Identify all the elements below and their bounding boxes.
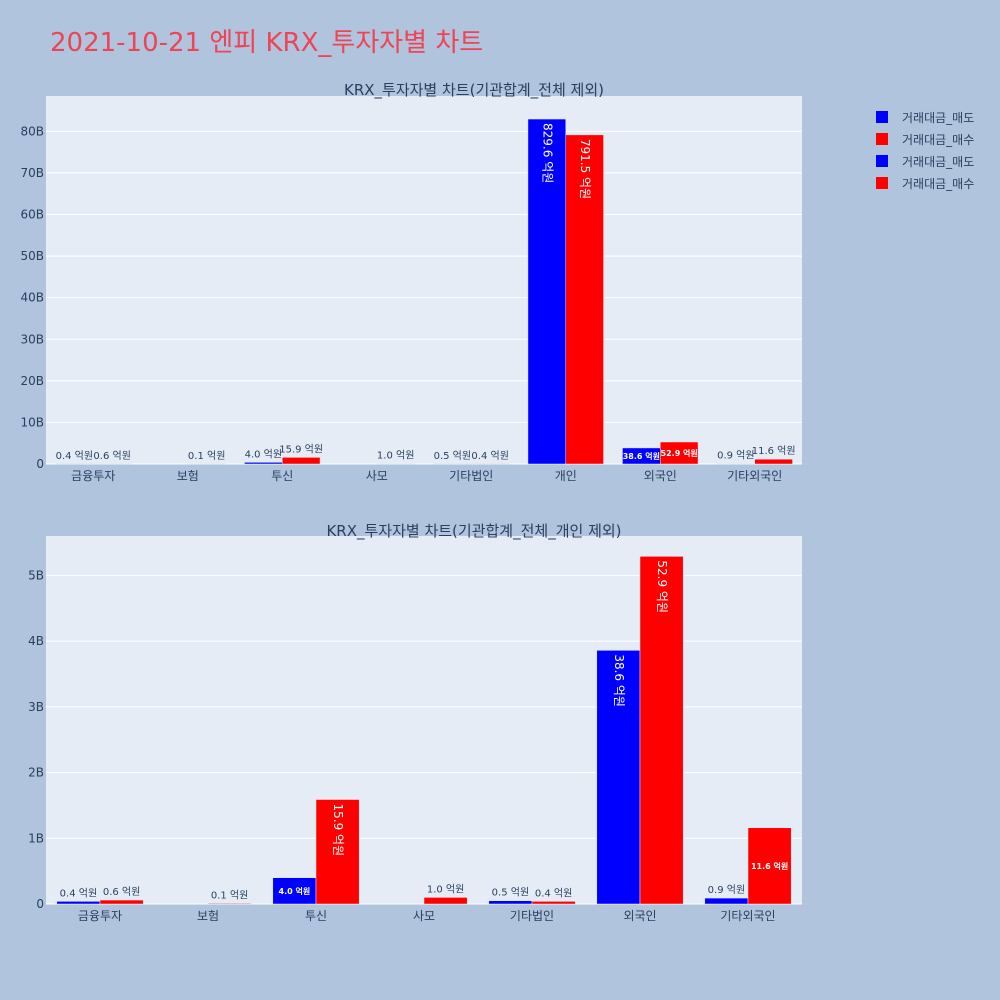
bar [660,441,699,465]
data-label: 0.4 억원 [471,450,508,462]
data-label: 15.9 억원 [331,804,345,857]
data-label: 791.5 억원 [578,139,592,199]
y-tick-label: 40B [20,291,44,305]
y-tick-label: 10B [20,415,44,429]
legend-item[interactable]: 거래대금_매수 [876,128,974,150]
legend-label: 거래대금_매도 [902,154,975,169]
x-tick-label: 사모 [413,909,435,923]
legend-item[interactable]: 거래대금_매도 [876,150,974,172]
data-label: 0.9 억원 [717,450,754,462]
data-label: 0.4 억원 [535,887,572,899]
bar [315,799,360,905]
bar [207,903,252,905]
legend-item[interactable]: 거래대금_매도 [876,106,974,128]
x-tick-label: 보험 [197,909,219,923]
x-tick-label: 기타법인 [510,909,554,923]
x-tick-label: 투신 [305,909,327,923]
plot-area [46,536,802,904]
y-tick-label: 3B [28,700,44,714]
bar [531,901,576,905]
x-tick-label: 개인 [555,469,577,483]
data-label: 11.6 억원 [752,445,796,457]
data-label: 0.5 억원 [434,450,471,462]
bar [99,899,144,905]
data-label: 0.4 억원 [60,887,97,899]
x-tick-label: 금융투자 [78,909,122,923]
legend-swatch [876,111,888,123]
y-tick-label: 4B [28,634,44,648]
bar [488,900,533,905]
data-label: 0.4 억원 [56,450,93,462]
data-label: 4.0 억원 [279,886,311,896]
legend-swatch [876,133,888,145]
x-tick-label: 보험 [177,469,199,483]
data-label: 15.9 억원 [279,443,323,455]
legend-swatch [876,177,888,189]
x-tick-label: 기타외국인 [720,909,775,923]
y-tick-label: 2B [28,766,44,780]
bar [565,134,604,465]
bar [639,556,684,905]
legend-swatch [876,155,888,167]
bar [282,457,321,465]
data-label: 38.6 억원 [623,451,660,461]
data-label: 52.9 억원 [655,560,669,613]
data-label: 0.1 억원 [211,889,248,901]
data-label: 1.0 억원 [427,883,464,895]
y-tick-label: 70B [20,166,44,180]
y-tick-label: 0 [36,897,44,911]
data-label: 52.9 억원 [661,448,698,458]
y-tick-label: 50B [20,249,44,263]
legend-label: 거래대금_매수 [902,132,975,147]
x-tick-label: 사모 [366,469,388,483]
bar [704,897,749,905]
legend-label: 거래대금_매도 [902,110,975,125]
bar [244,462,283,465]
data-label: 829.6 억원 [540,123,554,183]
bar [747,827,792,905]
page-title: 2021-10-21 엔피 KRX_투자자별 차트 [50,28,484,58]
chart-title: KRX_투자자별 차트(기관합계_전체 제외) [344,81,604,100]
data-label: 4.0 억원 [245,448,282,460]
legend-item[interactable]: 거래대금_매수 [876,172,974,194]
bar [56,901,101,905]
x-tick-label: 외국인 [623,909,656,923]
y-tick-label: 60B [20,208,44,222]
data-label: 0.5 억원 [492,887,529,899]
chart-title: KRX_투자자별 차트(기관합계_전체_개인 제외) [326,522,621,541]
x-tick-label: 외국인 [644,469,677,483]
data-label: 0.1 억원 [188,450,225,462]
x-tick-label: 기타외국인 [727,469,782,483]
bar [754,458,793,465]
data-label: 11.6 억원 [751,861,788,871]
data-label: 0.6 억원 [103,886,140,898]
legend-label: 거래대금_매수 [902,176,975,191]
x-tick-label: 금융투자 [71,469,115,483]
y-tick-label: 1B [28,831,44,845]
legend: 거래대금_매도 거래대금_매수 거래대금_매도 거래대금_매수 [876,106,974,194]
x-tick-label: 투신 [271,469,293,483]
data-label: 38.6 억원 [612,654,626,707]
y-tick-label: 80B [20,124,44,138]
data-label: 0.6 억원 [93,450,130,462]
y-tick-label: 30B [20,332,44,346]
chart-2: 0 1B 2B 3B 4B 5B KRX_투자자별 차트(기관합계_전체_개인 제외) 금융투… [28,522,802,923]
y-tick-label: 5B [28,568,44,582]
x-tick-label: 기타법인 [449,469,493,483]
data-label: 1.0 억원 [377,450,414,462]
y-tick-label: 20B [20,374,44,388]
bar [596,650,641,905]
y-tick-label: 0 [36,457,44,471]
plot-area [46,96,802,464]
chart-1: 0 10B 20B 30B 40B 50B 60B 70B 80B KRX_투자자별 차트(기관합… [20,81,802,483]
data-label: 0.9 억원 [708,884,745,896]
bar [423,897,468,905]
